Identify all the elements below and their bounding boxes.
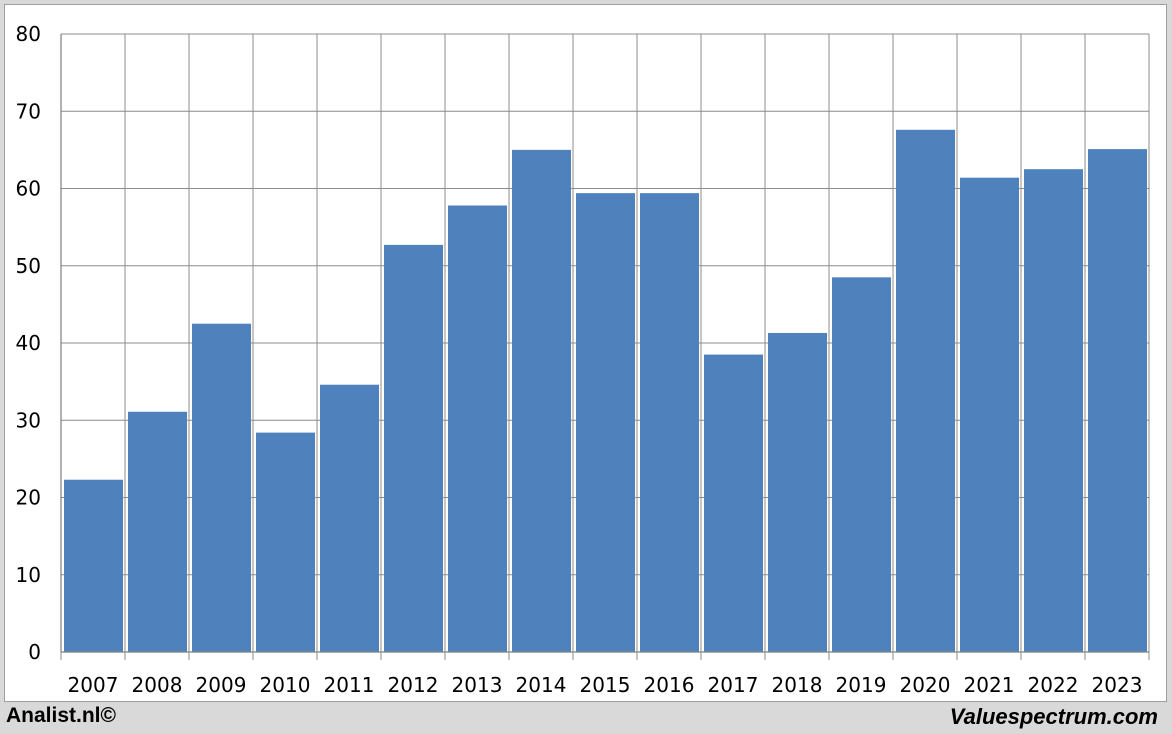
y-tick-label: 40	[16, 331, 41, 355]
bar-2021	[960, 177, 1019, 652]
bar-2019	[832, 277, 891, 652]
x-tick-label: 2010	[260, 673, 311, 697]
y-tick-label: 50	[16, 254, 41, 278]
bar-2014	[512, 149, 571, 652]
x-tick-label: 2014	[516, 673, 567, 697]
footer-source-label: Analist.nl©	[6, 704, 116, 727]
y-tick-label: 10	[16, 563, 41, 587]
x-tick-label: 2012	[388, 673, 439, 697]
bar-2013	[448, 205, 507, 652]
bar-2011	[320, 384, 379, 652]
footer-brand-label: Valuespectrum.com	[949, 704, 1158, 729]
x-tick-label: 2011	[324, 673, 375, 697]
bar-2017	[704, 354, 763, 652]
y-tick-label: 80	[16, 22, 41, 46]
y-tick-label: 20	[16, 486, 41, 510]
x-tick-label: 2015	[580, 673, 631, 697]
bar-2022	[1024, 169, 1083, 652]
bar-2023	[1088, 149, 1147, 653]
y-tick-label: 0	[28, 640, 41, 664]
y-tick-label: 30	[16, 408, 41, 432]
bar-2015	[576, 193, 635, 652]
y-tick-label: 70	[16, 99, 41, 123]
x-tick-label: 2022	[1028, 673, 1079, 697]
bar-2018	[768, 332, 827, 652]
bar-2012	[384, 244, 443, 652]
bar-2010	[256, 432, 315, 652]
x-tick-label: 2018	[772, 673, 823, 697]
x-tick-label: 2013	[452, 673, 503, 697]
x-tick-label: 2020	[900, 673, 951, 697]
x-tick-label: 2016	[644, 673, 695, 697]
y-tick-label: 60	[16, 177, 41, 201]
bar-2007	[64, 479, 123, 652]
x-tick-label: 2017	[708, 673, 759, 697]
x-tick-label: 2009	[196, 673, 247, 697]
bar-2020	[896, 129, 955, 653]
bar-2016	[640, 193, 699, 652]
x-tick-label: 2019	[836, 673, 887, 697]
bar-2008	[128, 411, 187, 652]
x-tick-label: 2008	[132, 673, 183, 697]
x-tick-label: 2007	[68, 673, 119, 697]
x-tick-label: 2021	[964, 673, 1015, 697]
bar-2009	[192, 323, 251, 652]
x-tick-label: 2023	[1092, 673, 1143, 697]
